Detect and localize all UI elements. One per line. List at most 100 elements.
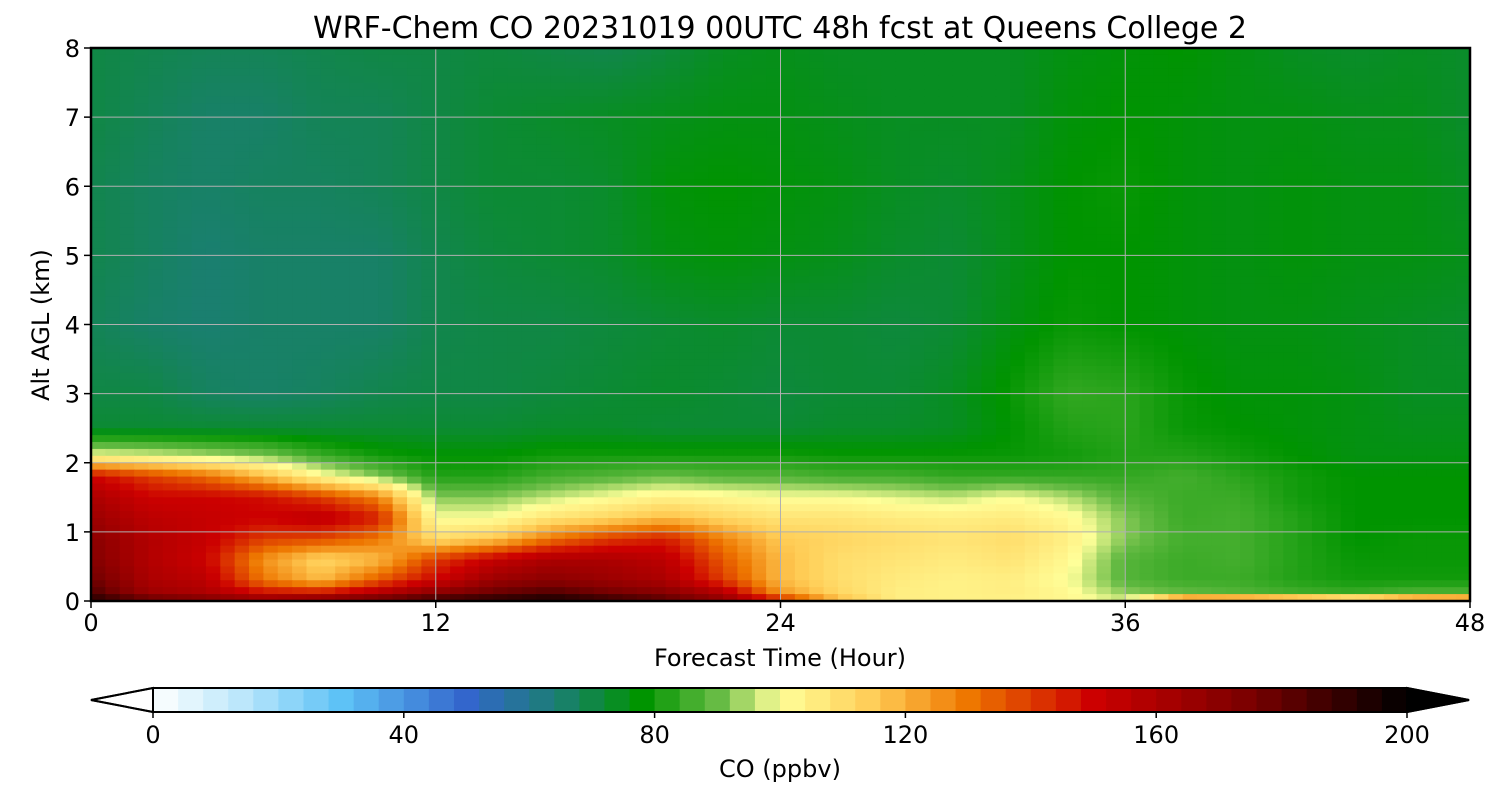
field-cell bbox=[1412, 276, 1428, 284]
field-cell bbox=[435, 110, 451, 118]
field-cell bbox=[1254, 151, 1270, 160]
field-cell bbox=[119, 130, 135, 139]
field-cell bbox=[1168, 172, 1184, 180]
field-cell bbox=[191, 365, 207, 374]
field-cell bbox=[1125, 276, 1141, 284]
field-cell bbox=[967, 103, 983, 111]
field-cell bbox=[1039, 296, 1055, 305]
field-cell bbox=[1096, 61, 1112, 70]
field-cell bbox=[205, 283, 221, 291]
field-cell bbox=[1039, 68, 1055, 77]
field-cell bbox=[507, 151, 523, 160]
field-cell bbox=[1024, 193, 1040, 201]
field-cell bbox=[909, 310, 925, 319]
field-cell bbox=[162, 324, 178, 333]
field-cell bbox=[1412, 54, 1428, 63]
field-cell bbox=[277, 96, 293, 104]
field-cell bbox=[1024, 296, 1040, 305]
field-cell bbox=[392, 365, 408, 374]
field-cell bbox=[162, 372, 178, 381]
field-cell bbox=[1082, 193, 1098, 201]
field-cell bbox=[1067, 124, 1083, 132]
field-cell bbox=[320, 359, 336, 367]
field-cell bbox=[421, 234, 437, 243]
field-cell bbox=[1455, 234, 1470, 243]
field-cell bbox=[421, 151, 437, 160]
field-cell bbox=[148, 48, 164, 56]
field-cell bbox=[593, 317, 609, 326]
field-cell bbox=[91, 48, 106, 56]
field-cell bbox=[608, 365, 624, 374]
field-cell bbox=[263, 54, 279, 63]
field-cell bbox=[708, 372, 724, 381]
field-cell bbox=[1153, 117, 1169, 125]
field-cell bbox=[1441, 352, 1457, 360]
field-cell bbox=[521, 137, 537, 146]
field-cell bbox=[1412, 186, 1428, 194]
field-cell bbox=[1398, 234, 1414, 243]
field-cell bbox=[1455, 345, 1470, 353]
field-cell bbox=[651, 68, 667, 77]
field-cell bbox=[177, 137, 193, 146]
field-cell bbox=[435, 255, 451, 263]
field-cell bbox=[895, 262, 911, 270]
field-cell bbox=[1240, 289, 1256, 298]
field-cell bbox=[1168, 54, 1184, 63]
field-cell bbox=[1441, 220, 1457, 229]
field-cell bbox=[306, 186, 322, 194]
field-cell bbox=[1082, 89, 1098, 97]
field-cell bbox=[1383, 255, 1399, 263]
field-cell bbox=[1139, 68, 1155, 77]
field-cell bbox=[493, 393, 509, 402]
field-cell bbox=[363, 82, 379, 91]
field-cell bbox=[292, 303, 308, 312]
field-cell bbox=[1441, 303, 1457, 312]
field-cell bbox=[1441, 386, 1457, 395]
field-cell bbox=[292, 365, 308, 374]
field-cell bbox=[435, 241, 451, 250]
field-cell bbox=[421, 213, 437, 222]
field-cell bbox=[995, 220, 1011, 229]
field-cell bbox=[909, 262, 925, 270]
field-cell bbox=[952, 110, 968, 118]
field-cell bbox=[1254, 227, 1270, 236]
field-cell bbox=[177, 96, 193, 104]
field-cell bbox=[191, 393, 207, 402]
field-cell bbox=[1153, 310, 1169, 319]
field-cell bbox=[306, 206, 322, 215]
field-cell bbox=[866, 262, 882, 270]
field-cell bbox=[1168, 220, 1184, 229]
field-cell bbox=[1455, 393, 1470, 402]
field-cell bbox=[852, 137, 868, 146]
field-cell bbox=[521, 255, 537, 263]
field-cell bbox=[1211, 89, 1227, 97]
field-cell bbox=[723, 255, 738, 263]
field-cell bbox=[708, 61, 724, 70]
field-cell bbox=[866, 234, 882, 243]
field-cell bbox=[679, 365, 695, 374]
field-cell bbox=[737, 393, 753, 402]
field-cell bbox=[852, 338, 868, 346]
field-cell bbox=[493, 137, 509, 146]
field-cell bbox=[780, 206, 796, 215]
field-cell bbox=[565, 117, 580, 125]
field-cell bbox=[478, 345, 494, 353]
field-cell bbox=[1067, 144, 1083, 153]
field-cell bbox=[967, 359, 983, 367]
field-cell bbox=[909, 324, 925, 333]
field-cell bbox=[1254, 124, 1270, 132]
field-cell bbox=[1225, 200, 1241, 208]
field-cell bbox=[1110, 289, 1126, 298]
field-cell bbox=[148, 283, 164, 291]
field-cell bbox=[1254, 379, 1270, 388]
field-cell bbox=[780, 241, 796, 250]
field-cell bbox=[1197, 400, 1213, 409]
field-cell bbox=[550, 179, 566, 187]
field-cell bbox=[177, 227, 193, 236]
field-cell bbox=[478, 48, 494, 56]
field-cell bbox=[1125, 317, 1141, 326]
field-cell bbox=[335, 255, 351, 263]
field-cell bbox=[464, 289, 480, 298]
field-cell bbox=[435, 68, 451, 77]
field-cell bbox=[493, 96, 509, 104]
